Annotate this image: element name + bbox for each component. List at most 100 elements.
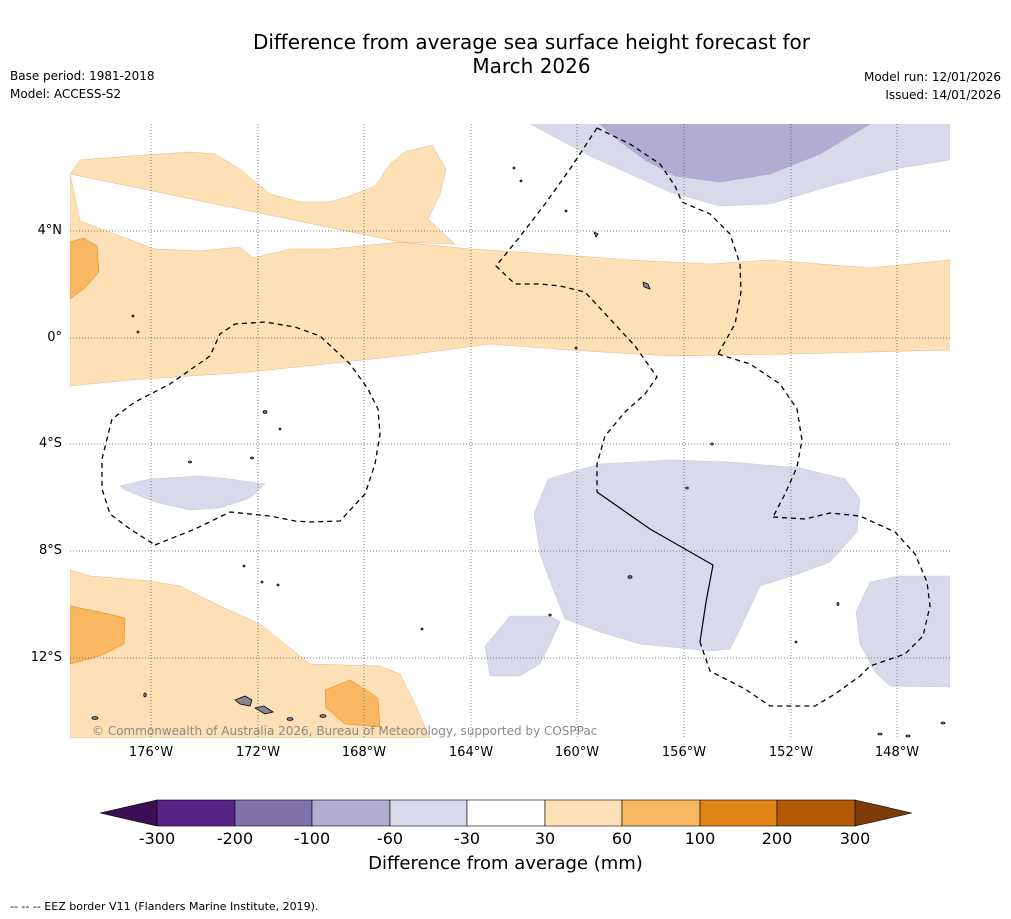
eez-border bbox=[717, 353, 803, 518]
eez-border bbox=[699, 512, 931, 707]
lon-label: 156°W bbox=[661, 745, 707, 760]
colorbar-svg bbox=[99, 799, 913, 827]
model-run-label: Model run: 12/01/2026 bbox=[863, 70, 1001, 84]
island-dot bbox=[940, 721, 946, 725]
title-line-1: Difference from average sea surface heig… bbox=[252, 30, 811, 54]
island-dot bbox=[286, 717, 294, 721]
island-dot bbox=[420, 627, 424, 631]
island-dot bbox=[836, 602, 840, 606]
colorbar-tick-label: 30 bbox=[534, 829, 556, 848]
colorbar-segment bbox=[776, 799, 856, 827]
colorbar-tick-label: -300 bbox=[138, 829, 176, 848]
issued-label: Issued: 14/01/2026 bbox=[885, 88, 1001, 102]
colorbar-tick-label: 100 bbox=[684, 829, 716, 848]
island-dot bbox=[519, 179, 523, 183]
colorbar-tick-label: 60 bbox=[611, 829, 633, 848]
colorbar-segment bbox=[156, 799, 236, 827]
eez-border bbox=[101, 321, 381, 546]
colorbar-segment bbox=[389, 799, 468, 827]
islands bbox=[91, 166, 946, 738]
lat-label: 4°N bbox=[37, 223, 63, 238]
lat-label: 0° bbox=[47, 330, 62, 345]
island-dot bbox=[905, 734, 911, 738]
island-dot bbox=[627, 575, 633, 579]
island-dot bbox=[512, 166, 516, 170]
anomaly-region bbox=[70, 605, 126, 665]
lon-label: 164°W bbox=[448, 745, 494, 760]
lon-label: 152°W bbox=[768, 745, 814, 760]
colorbar-title: Difference from average (mm) bbox=[368, 853, 643, 874]
island-dot bbox=[710, 442, 714, 446]
eez-borders bbox=[101, 127, 931, 707]
island-dot bbox=[574, 346, 578, 350]
lon-label: 176°W bbox=[128, 745, 174, 760]
eez-legend-note: -- -- -- EEZ border V11 (Flanders Marine… bbox=[10, 900, 319, 913]
island-dot bbox=[276, 583, 280, 587]
island-dot bbox=[794, 640, 798, 644]
anomaly-neg60-neg100-regions bbox=[599, 124, 871, 183]
boundary-segment bbox=[596, 491, 714, 643]
island-dot bbox=[260, 580, 264, 584]
colorbar-segment bbox=[466, 799, 546, 827]
meta-right: Model run: 12/01/2026 Issued: 14/01/2026 bbox=[864, 68, 1001, 104]
lon-label: 168°W bbox=[341, 745, 387, 760]
island-dot bbox=[877, 732, 883, 736]
island-shape bbox=[642, 281, 651, 290]
island-dot bbox=[250, 456, 254, 460]
island-dot bbox=[278, 427, 282, 431]
colorbar-extend-right bbox=[854, 799, 913, 827]
anomaly-60-100-regions bbox=[70, 237, 381, 728]
eez-border bbox=[596, 127, 742, 355]
colorbar bbox=[99, 798, 913, 828]
lon-label: 172°W bbox=[235, 745, 281, 760]
eez-border bbox=[495, 127, 658, 492]
anomaly-region bbox=[324, 679, 381, 728]
lat-label: 8°S bbox=[38, 543, 62, 558]
lon-label: 148°W bbox=[874, 745, 920, 760]
colorbar-segment bbox=[699, 799, 778, 827]
island-shape bbox=[593, 231, 599, 238]
boundary-solid bbox=[596, 491, 714, 643]
lat-label: 4°S bbox=[38, 436, 62, 451]
colorbar-segment bbox=[621, 799, 701, 827]
island-shape bbox=[234, 695, 253, 707]
colorbar-tick-label: -30 bbox=[453, 829, 481, 848]
colorbar-segment bbox=[234, 799, 313, 827]
anomaly-region bbox=[484, 615, 561, 677]
colorbar-tick-label: 300 bbox=[839, 829, 871, 848]
colorbar-tick-label: -100 bbox=[293, 829, 331, 848]
island-dot bbox=[91, 716, 99, 720]
grid-lines bbox=[70, 124, 950, 738]
chart-title: Difference from average sea surface heig… bbox=[0, 30, 1011, 78]
lon-label: 160°W bbox=[554, 745, 600, 760]
island-dot bbox=[548, 613, 552, 617]
colorbar-tick-label: -200 bbox=[216, 829, 254, 848]
anomaly-region bbox=[855, 575, 950, 688]
colorbar-tick-label: 200 bbox=[761, 829, 793, 848]
island-dot bbox=[262, 410, 268, 414]
island-dot bbox=[319, 714, 327, 718]
meta-left: Base period: 1981-2018 Model: ACCESS-S2 bbox=[10, 67, 155, 103]
colorbar-tick-label: -60 bbox=[376, 829, 404, 848]
title-line-2: March 2026 bbox=[472, 54, 591, 78]
colorbar-segment bbox=[311, 799, 391, 827]
island-dot bbox=[136, 330, 140, 334]
colorbar-segment bbox=[544, 799, 623, 827]
anomaly-region bbox=[70, 144, 456, 245]
island-shape bbox=[253, 705, 274, 715]
map-panel bbox=[70, 124, 950, 738]
anomaly-region bbox=[599, 124, 871, 183]
island-dot bbox=[143, 692, 147, 698]
copyright-notice: © Commonwealth of Australia 2026, Bureau… bbox=[92, 724, 598, 738]
anomaly-region bbox=[70, 237, 100, 300]
island-dot bbox=[685, 486, 689, 490]
island-dot bbox=[188, 460, 192, 464]
model-label: Model: ACCESS-S2 bbox=[10, 87, 122, 101]
island-dot bbox=[564, 209, 568, 213]
anomaly-region bbox=[119, 475, 266, 511]
lat-label: 12°S bbox=[30, 650, 62, 665]
colorbar-extend-left bbox=[99, 799, 158, 827]
island-dot bbox=[131, 314, 135, 318]
base-period-label: Base period: 1981-2018 bbox=[10, 69, 155, 83]
island-dot bbox=[242, 564, 246, 568]
